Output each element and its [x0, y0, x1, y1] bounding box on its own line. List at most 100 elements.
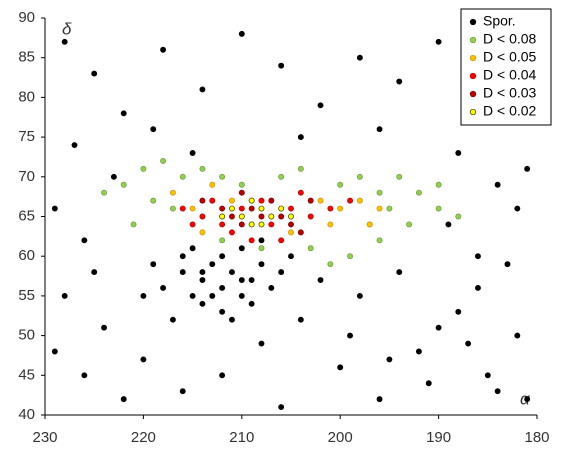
- point: [288, 213, 294, 220]
- legend-label: Spor.: [483, 13, 516, 29]
- point: [189, 245, 196, 252]
- point: [51, 205, 58, 212]
- y-tick-label: 50: [18, 327, 35, 344]
- point: [278, 404, 285, 411]
- point: [327, 261, 334, 268]
- point: [238, 205, 245, 212]
- point: [376, 237, 383, 244]
- point: [396, 78, 403, 85]
- point: [297, 134, 304, 141]
- y-tick-label: 70: [18, 168, 35, 185]
- point: [199, 86, 206, 93]
- point: [268, 221, 275, 228]
- point: [248, 277, 255, 283]
- point: [258, 261, 265, 268]
- point: [219, 253, 226, 260]
- point: [258, 213, 265, 220]
- point: [278, 173, 285, 180]
- point: [435, 38, 442, 45]
- point: [435, 324, 442, 331]
- legend-box: [460, 8, 552, 126]
- point: [288, 253, 294, 260]
- legend-label: D < 0.04: [483, 67, 537, 83]
- point: [268, 213, 275, 220]
- point: [120, 396, 127, 403]
- y-tick-label: 90: [18, 9, 35, 26]
- point: [179, 269, 186, 276]
- point: [406, 221, 413, 228]
- point: [278, 213, 285, 220]
- point: [229, 197, 235, 204]
- point: [366, 221, 373, 228]
- point: [288, 205, 294, 212]
- point: [435, 205, 442, 212]
- point: [189, 205, 196, 212]
- point: [455, 308, 462, 315]
- point: [219, 237, 226, 244]
- point: [514, 205, 521, 212]
- point: [278, 62, 285, 69]
- point: [140, 165, 147, 172]
- legend-label: D < 0.08: [483, 31, 537, 47]
- point: [101, 324, 107, 331]
- point: [229, 205, 235, 212]
- y-tick-label: 45: [18, 366, 35, 383]
- point: [337, 364, 344, 371]
- point: [455, 150, 462, 156]
- point: [51, 348, 58, 355]
- point: [169, 205, 176, 212]
- point: [347, 253, 353, 260]
- legend-marker: [469, 90, 477, 98]
- point: [297, 316, 304, 323]
- legend-marker: [469, 72, 477, 80]
- point: [199, 229, 206, 236]
- point: [376, 126, 383, 133]
- x-tick-label: 210: [229, 429, 254, 446]
- point: [169, 316, 176, 323]
- point: [278, 237, 285, 244]
- point: [386, 356, 393, 363]
- point: [199, 165, 206, 172]
- point: [238, 189, 245, 196]
- point: [229, 213, 235, 220]
- legend-marker: [469, 36, 477, 44]
- point: [130, 221, 137, 228]
- point: [278, 269, 285, 276]
- point: [307, 245, 314, 252]
- point: [524, 396, 531, 403]
- point: [376, 205, 383, 212]
- point: [150, 197, 157, 204]
- point: [229, 316, 235, 323]
- point: [317, 277, 324, 283]
- legend-marker: [469, 54, 477, 62]
- point: [248, 221, 255, 228]
- point: [209, 261, 216, 268]
- point: [455, 213, 462, 220]
- point: [415, 189, 422, 196]
- legend-marker: [469, 108, 477, 116]
- point: [445, 221, 452, 228]
- point: [435, 181, 442, 188]
- point: [484, 372, 491, 379]
- point: [110, 173, 117, 180]
- point: [179, 205, 186, 212]
- point: [199, 300, 206, 307]
- point: [179, 173, 186, 180]
- point: [356, 54, 363, 61]
- point: [160, 157, 167, 164]
- legend-label: D < 0.03: [483, 85, 537, 101]
- point: [209, 197, 216, 204]
- point: [376, 396, 383, 403]
- x-tick-label: 220: [131, 429, 156, 446]
- point: [475, 285, 481, 291]
- legend-label: D < 0.05: [483, 49, 537, 65]
- point: [337, 181, 344, 188]
- y-tick-label: 80: [18, 88, 35, 105]
- point: [199, 277, 206, 283]
- point: [219, 173, 226, 180]
- point: [219, 221, 226, 228]
- point: [219, 308, 226, 315]
- point: [248, 205, 255, 212]
- point: [297, 189, 304, 196]
- point: [327, 221, 334, 228]
